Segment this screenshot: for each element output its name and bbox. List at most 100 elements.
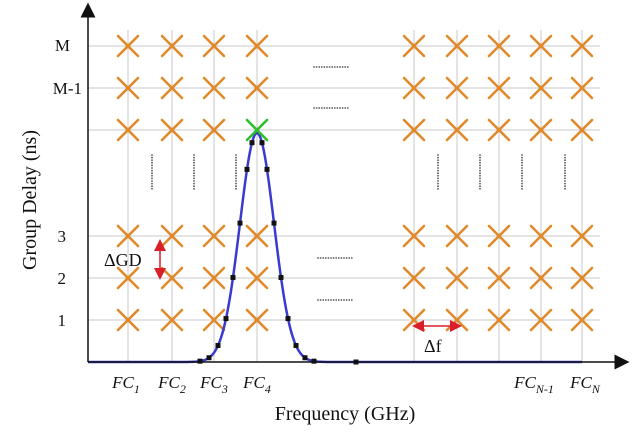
ellipsis-dot <box>343 257 345 259</box>
curve-sample-point <box>215 343 221 349</box>
ellipsis-dot <box>564 180 566 182</box>
cross-marker <box>202 34 226 58</box>
ellipsis-dot <box>340 257 343 259</box>
cross-marker <box>245 308 269 332</box>
cross-marker <box>570 266 594 290</box>
ellipsis-dot <box>437 174 439 177</box>
ellipsis-dot <box>320 66 323 68</box>
ellipsis-dot <box>521 187 523 190</box>
cross-marker <box>116 266 140 290</box>
x-axis-title: Frequency (GHz) <box>275 403 416 425</box>
fc-label-base: FC <box>569 373 592 392</box>
ellipsis-dot <box>330 257 332 259</box>
ellipsis-dot <box>235 172 237 175</box>
ellipsis-dot <box>350 257 353 259</box>
ellipsis-dot <box>327 257 330 259</box>
cross-stroke <box>445 118 469 142</box>
cross-stroke <box>245 76 269 100</box>
cross-stroke <box>570 76 594 100</box>
ellipsis-dot <box>564 161 566 164</box>
ellipsis-dot <box>335 299 338 301</box>
ellipsis-dot <box>151 167 153 169</box>
ellipsis-dot <box>437 182 439 185</box>
ellipsis-dot <box>326 66 328 68</box>
ellipsis-dot <box>345 257 348 259</box>
ellipsis-dot <box>151 164 153 167</box>
cross-marker <box>202 308 226 332</box>
ellipsis-dot <box>323 107 326 109</box>
ellipsis-dot <box>151 177 153 180</box>
cross-marker <box>445 76 469 100</box>
ellipsis-dot <box>521 180 523 182</box>
cross-stroke <box>160 118 184 142</box>
cross-marker <box>116 34 140 58</box>
cross-stroke <box>245 118 269 142</box>
fc-label-base: FC <box>157 373 180 392</box>
cross-marker <box>445 118 469 142</box>
ellipsis-dot <box>151 172 153 175</box>
fc-label-3: FC3 <box>199 373 228 396</box>
cross-stroke <box>202 266 226 290</box>
ellipsis-dot <box>151 169 153 172</box>
cross-stroke <box>570 34 594 58</box>
ellipsis-dot <box>317 299 319 301</box>
ellipsis-dot <box>322 299 325 301</box>
cross-stroke <box>570 266 594 290</box>
ellipsis-dot <box>343 299 345 301</box>
ellipsis-dot <box>151 159 153 162</box>
ellipsis-dot <box>479 182 481 185</box>
ellipsis-dot <box>193 164 195 167</box>
horizontal-gridlines <box>88 45 600 321</box>
delta-f-label: Δf <box>424 336 442 356</box>
ellipsis-dot <box>193 156 195 159</box>
ellipsis-dot <box>235 161 237 164</box>
cross-stroke <box>245 266 269 290</box>
ellipsis-dot <box>344 107 347 109</box>
curve-sample-point <box>271 220 277 226</box>
ellipsis-dot <box>564 164 566 167</box>
y-label-3: 3 <box>58 227 67 246</box>
ellipsis-dot <box>328 66 331 68</box>
vertical-gridlines <box>127 30 583 362</box>
cross-marker <box>245 266 269 290</box>
cross-marker <box>116 308 140 332</box>
ellipsis-dot <box>344 66 347 68</box>
ellipsis-dot <box>235 180 237 182</box>
ellipsis-dot <box>348 299 351 301</box>
ellipsis-dot <box>331 66 334 68</box>
cross-marker <box>445 266 469 290</box>
ellipsis-dot <box>437 185 439 188</box>
ellipsis-dot <box>346 107 349 109</box>
ellipsis-dot <box>521 156 523 159</box>
ellipsis-dot <box>333 66 336 68</box>
ellipsis-dot <box>337 299 340 301</box>
cross-stroke <box>402 76 426 100</box>
cross-stroke <box>445 266 469 290</box>
ellipsis-dot <box>437 159 439 162</box>
fc-label-subscript: 3 <box>221 382 228 396</box>
ellipsis-dot <box>151 174 153 177</box>
ellipsis-dot <box>479 167 481 169</box>
fc-label-1: FC1 <box>111 373 140 396</box>
cross-stroke <box>160 266 184 290</box>
ellipsis-dot <box>521 161 523 164</box>
ellipsis-dot <box>564 172 566 175</box>
fc-label-2: FC2 <box>157 373 186 396</box>
ellipsis-dot <box>521 164 523 167</box>
ellipsis-dot <box>521 177 523 180</box>
ellipsis-dot <box>345 299 348 301</box>
y-label-2: 2 <box>58 269 67 288</box>
ellipsis-dot <box>326 107 328 109</box>
cross-marker <box>202 118 226 142</box>
ellipsis-dot <box>335 257 338 259</box>
cross-marker <box>160 308 184 332</box>
ellipsis-dot <box>521 182 523 185</box>
cross-marker <box>202 266 226 290</box>
ellipsis-dot <box>479 159 481 162</box>
curve-sample-point <box>285 316 291 322</box>
cross-stroke <box>445 76 469 100</box>
ellipsis-dot <box>479 187 481 190</box>
ellipsis-dot <box>193 180 195 182</box>
curve-sample-point <box>311 358 317 364</box>
delta-gd-label: ΔGD <box>104 250 142 270</box>
